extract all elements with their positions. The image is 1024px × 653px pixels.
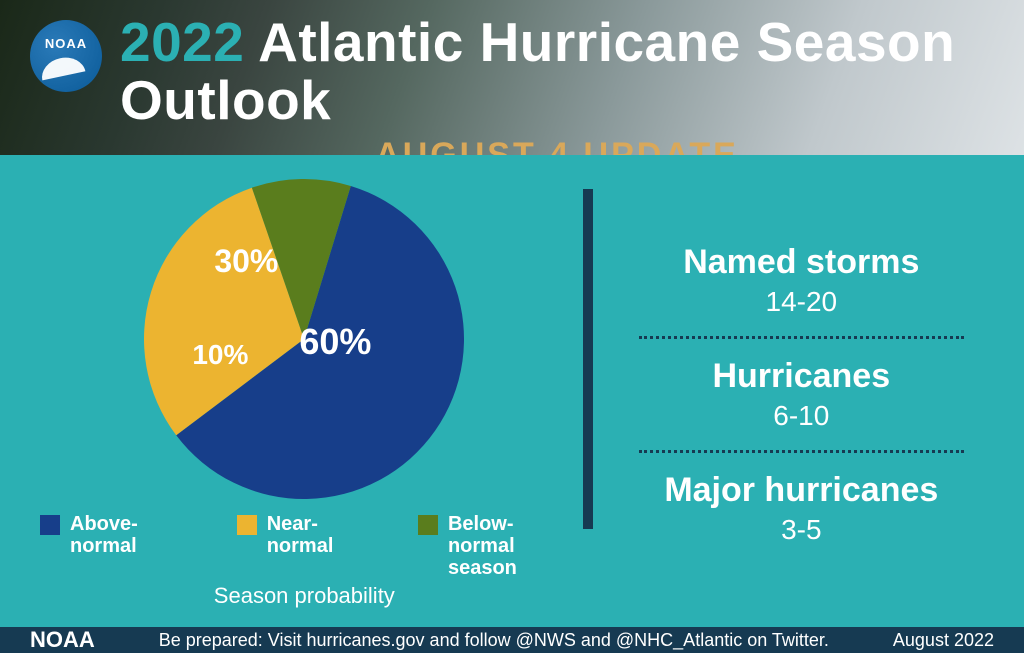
legend-item: Above-normal [40,513,193,579]
pie-chart: 60% 30% 10% [144,179,464,499]
pie-slice-label: 30% [214,243,278,280]
footer: NOAA Be prepared: Visit hurricanes.gov a… [0,627,1024,653]
stat-value: 14-20 [629,286,974,318]
title-rest: Atlantic Hurricane Season Outlook [120,11,955,131]
chart-panel: 60% 30% 10% Above-normal Near-normal Below-n… [40,179,569,609]
content-area: 60% 30% 10% Above-normal Near-normal Below-n… [0,155,1024,627]
legend-swatch [237,515,257,535]
vertical-divider [583,189,593,529]
legend-label: Near-normal [267,513,374,557]
legend-label: Above-normal [70,513,193,557]
logo-text: NOAA [45,36,87,51]
legend-label: Below-normalseason [448,513,569,579]
stat-block: Hurricanes 6-10 [629,345,974,444]
stats-panel: Named storms 14-20 Hurricanes 6-10 Major hur… [629,179,984,609]
footer-org: NOAA [30,627,95,653]
legend: Above-normal Near-normal Below-normalseaso… [40,513,569,579]
legend-swatch [40,515,60,535]
stat-block: Major hurricanes 3-5 [629,459,974,558]
header: NOAA 2022 Atlantic Hurricane Season Outl… [0,0,1024,155]
stat-value: 3-5 [629,514,974,546]
title-block: 2022 Atlantic Hurricane Season Outlook A… [120,14,994,175]
legend-caption: Season probability [214,583,395,609]
legend-swatch [418,515,438,535]
stat-divider [639,336,964,339]
pie-slice-label: 60% [299,321,371,363]
title-year: 2022 [120,11,244,73]
stat-label: Major hurricanes [629,471,974,510]
main-title: 2022 Atlantic Hurricane Season Outlook [120,14,994,130]
legend-item: Near-normal [237,513,374,579]
pie-slice-label: 10% [192,339,248,371]
stat-label: Named storms [629,243,974,282]
infographic-root: NOAA 2022 Atlantic Hurricane Season Outl… [0,0,1024,633]
stat-value: 6-10 [629,400,974,432]
legend-item: Below-normalseason [418,513,569,579]
noaa-logo-icon: NOAA [30,20,102,92]
stat-divider [639,450,964,453]
stat-label: Hurricanes [629,357,974,396]
stat-block: Named storms 14-20 [629,231,974,330]
